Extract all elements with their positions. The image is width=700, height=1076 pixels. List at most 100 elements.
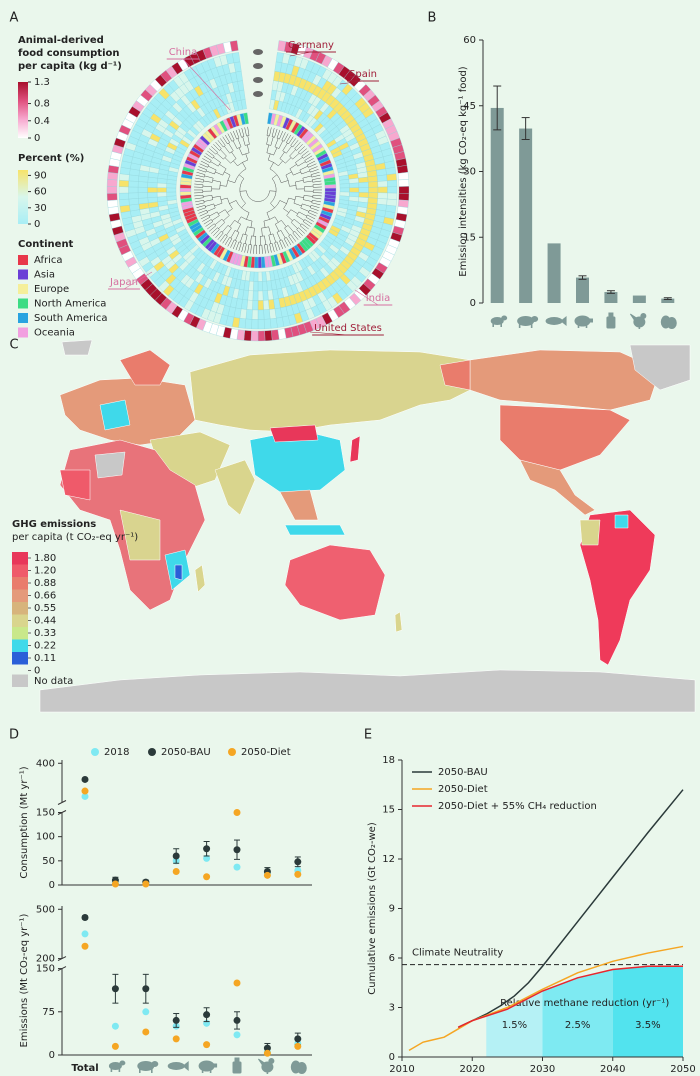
dendrogram-branch — [226, 227, 232, 236]
dendrogram-branch — [293, 218, 302, 225]
icon — [232, 1057, 242, 1074]
dendrogram-branch — [281, 180, 289, 183]
dendrogram-branch — [224, 171, 231, 176]
panel-label: D — [9, 728, 19, 743]
heatmap-cell — [179, 187, 192, 192]
dendrogram-branch — [288, 235, 294, 244]
dendrogram-branch — [282, 143, 288, 151]
dendrogram-branch — [279, 151, 285, 159]
heatmap-cell — [245, 309, 253, 320]
y-axis-label: Emission intensities (kg CO₂-eq kg⁻¹ foo… — [458, 66, 469, 277]
dendrogram-branch — [205, 153, 213, 159]
dendrogram-branch — [202, 217, 211, 222]
dendrogram-branch — [247, 244, 250, 254]
country-label: United States — [314, 323, 382, 334]
y-tick-label: 150 — [36, 808, 55, 819]
dendrogram-branch — [197, 169, 206, 173]
y-tick-label: 0 — [389, 1052, 395, 1063]
icon-part — [234, 1057, 240, 1063]
dendrogram-branch — [203, 219, 212, 225]
dendrogram-branch — [227, 180, 235, 183]
dot — [233, 863, 241, 871]
icon-part — [545, 317, 563, 325]
dendrogram-branch — [219, 234, 226, 242]
dendrogram-branch — [286, 142, 289, 145]
dendrogram-branch — [205, 169, 207, 173]
dendrogram-branch — [293, 202, 302, 207]
dot — [81, 930, 89, 938]
dendrogram-branch — [267, 153, 271, 161]
dendrogram-branch — [236, 137, 240, 140]
heatmap-cell — [397, 199, 409, 208]
dendrogram-branch — [310, 169, 319, 173]
dendrogram-branch — [304, 185, 314, 187]
dendrogram-branch — [213, 157, 221, 163]
dendrogram-branch — [279, 130, 284, 140]
icon — [660, 315, 677, 329]
dendrogram-branch — [290, 222, 298, 229]
panel-label: C — [9, 338, 18, 353]
x-tick-label: 2050 — [670, 1064, 695, 1075]
legend-marker — [228, 748, 236, 756]
dendrogram-branch — [283, 208, 290, 213]
heatmap-cell — [107, 206, 120, 215]
dendrogram-branch — [287, 225, 294, 233]
dendrogram-branch — [247, 144, 250, 153]
legend-tick-label: 1.80 — [34, 553, 56, 564]
dendrogram-branch — [274, 128, 278, 138]
dendrogram-branch — [206, 210, 208, 213]
legend-swatch — [12, 564, 28, 577]
leader-line — [182, 58, 231, 111]
dendrogram-branch — [238, 241, 242, 243]
dendrogram-branch — [227, 238, 233, 247]
dendrogram-branch — [203, 195, 212, 197]
legend-swatch — [12, 577, 28, 590]
heatmap-cell — [263, 299, 270, 311]
legend-label: South America — [34, 313, 108, 324]
dendrogram-branch — [264, 244, 266, 254]
dendrogram-branch — [213, 144, 220, 151]
legend-swatch — [12, 627, 28, 640]
heatmap-cell — [358, 176, 369, 184]
dot — [172, 1035, 180, 1043]
y-tick-label: 500 — [36, 904, 55, 915]
legend-title: Animal-derived — [18, 35, 104, 46]
dendrogram-branch — [309, 209, 318, 214]
icon — [606, 312, 616, 329]
legend-title: Percent (%) — [18, 153, 84, 164]
dendrogram-branch — [299, 148, 307, 155]
dendrogram-branch — [212, 180, 221, 183]
legend-label: 2050-BAU — [161, 747, 211, 758]
dendrogram-branch — [219, 138, 226, 146]
dendrogram-branch — [202, 185, 212, 187]
dendrogram-branch — [290, 218, 295, 223]
dendrogram-branch — [235, 232, 240, 241]
dendrogram-branch — [241, 136, 245, 138]
heatmap-cell — [387, 179, 398, 188]
heatmap-cell — [106, 179, 118, 187]
dendrogram-branch — [289, 149, 296, 157]
dendrogram-branch — [230, 158, 237, 164]
dendrogram-branch — [237, 216, 242, 223]
heatmap-cell — [398, 179, 410, 187]
heatmap-cell — [367, 175, 378, 183]
dendrogram-branch — [286, 146, 292, 154]
heatmap-cell — [128, 180, 139, 188]
dendrogram-branch — [199, 163, 208, 168]
heatmap-cell — [138, 197, 149, 205]
heatmap-cell — [377, 186, 388, 194]
dendrogram-branch — [290, 138, 297, 146]
dendrogram-branch — [273, 147, 278, 156]
dendrogram-branch — [231, 151, 237, 159]
dendrogram-branch — [268, 233, 274, 236]
colorbar-tick-label: 90 — [34, 170, 47, 181]
dendrogram-branch — [203, 180, 213, 183]
dendrogram-branch — [293, 171, 301, 176]
dendrogram-branch — [281, 132, 286, 141]
dendrogram-branch — [284, 227, 290, 236]
dendrogram-branch — [244, 127, 247, 137]
dendrogram-branch — [207, 150, 215, 157]
icon — [290, 1060, 307, 1074]
dot — [233, 1016, 241, 1024]
